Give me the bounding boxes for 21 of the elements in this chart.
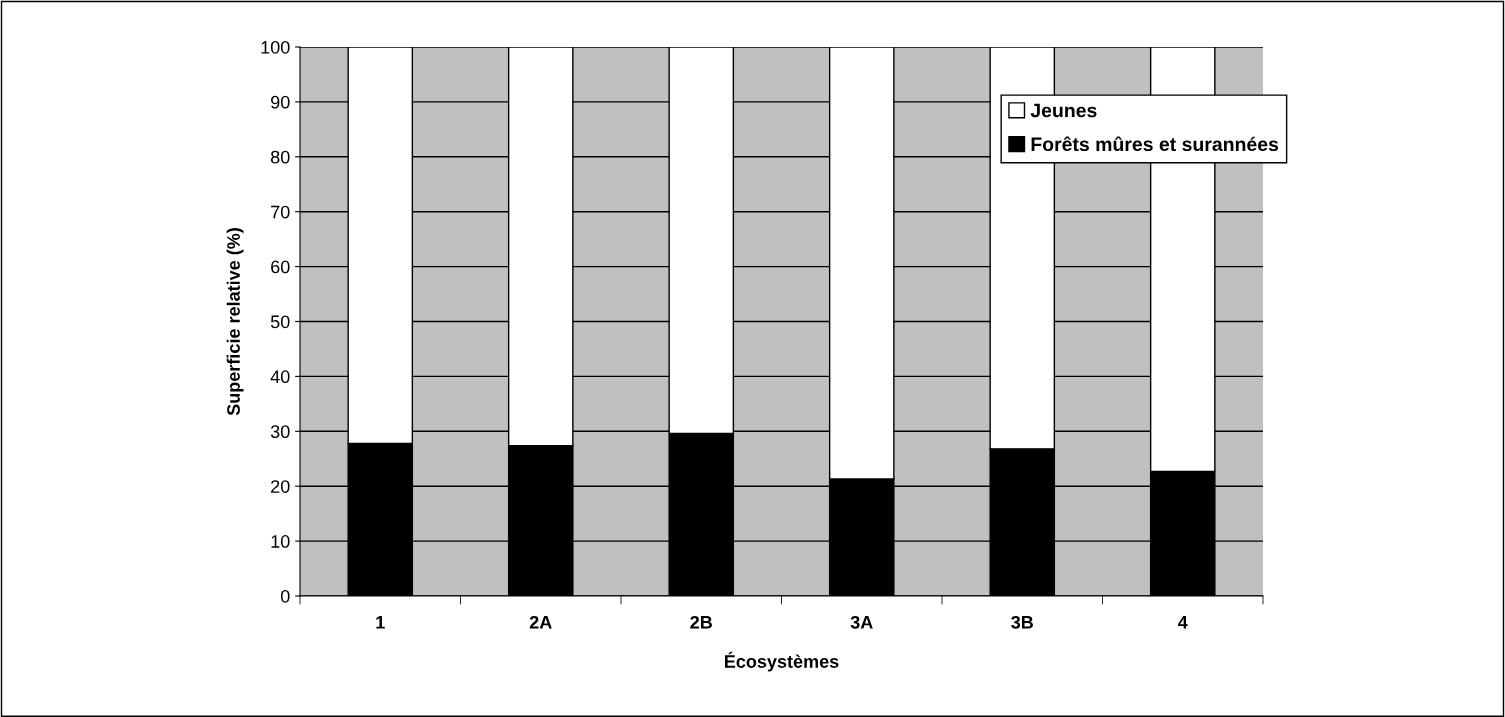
legend-label: Forêts mûres et surannées bbox=[1031, 136, 1279, 152]
y-axis-title: Superficie relative (%) bbox=[226, 228, 244, 416]
x-tick-label: 1 bbox=[376, 616, 385, 629]
x-tick-label: 3B bbox=[1011, 615, 1033, 629]
y-tick-label: 80 bbox=[270, 150, 290, 164]
y-tick-label: 70 bbox=[271, 205, 290, 219]
legend-label: Jeunes bbox=[1030, 103, 1097, 118]
y-tick-label: 60 bbox=[271, 260, 290, 274]
y-tick-label: 30 bbox=[270, 425, 290, 439]
x-axis-title: Écosystèmes bbox=[725, 651, 839, 672]
y-tick-label: 100 bbox=[261, 40, 290, 54]
x-tick-label: 2A bbox=[529, 615, 552, 629]
x-tick-label: 3A bbox=[850, 615, 873, 629]
x-tick-label: 2B bbox=[690, 615, 712, 629]
y-tick-label: 90 bbox=[271, 95, 290, 109]
y-tick-label: 0 bbox=[280, 589, 290, 603]
x-tick-label: 4 bbox=[1178, 616, 1188, 629]
y-tick-label: 20 bbox=[271, 480, 290, 493]
y-tick-label: 50 bbox=[270, 315, 290, 329]
y-tick-label: 40 bbox=[270, 370, 290, 384]
y-tick-label: 10 bbox=[271, 535, 290, 548]
